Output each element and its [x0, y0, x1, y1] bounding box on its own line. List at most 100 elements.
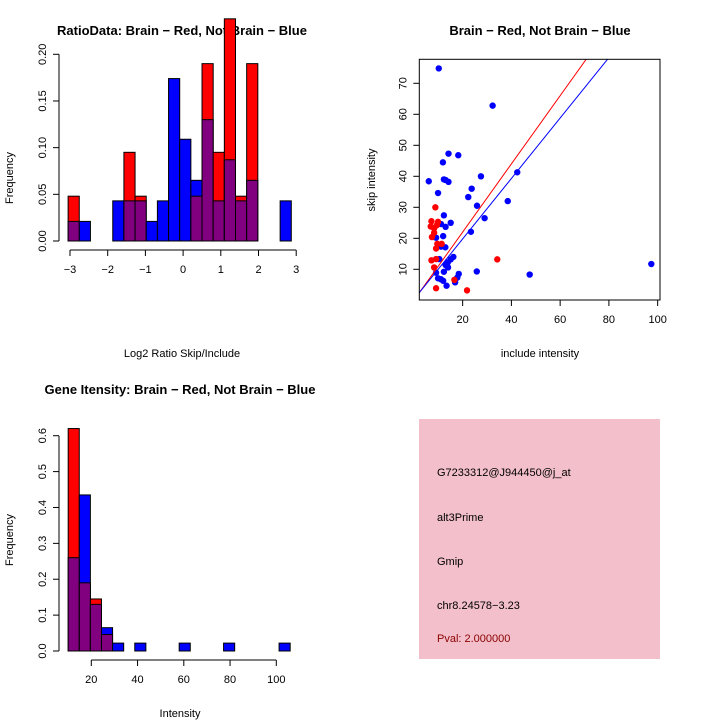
point-not-brain [442, 223, 449, 231]
bar-overlap [134, 200, 147, 242]
bar-overlap [100, 633, 114, 652]
x-tick-label: 60 [178, 674, 190, 686]
bar-overlap [89, 603, 102, 652]
y-tick-label: 0.2 [37, 572, 49, 587]
y-tick-label: 0.3 [37, 536, 49, 551]
bar-not-brain [178, 642, 191, 652]
bar-overlap [223, 159, 237, 242]
x-tick-label: 20 [85, 674, 97, 686]
y-tick-label: 20 [397, 232, 409, 244]
point-not-brain [504, 197, 511, 205]
bar-not-brain [78, 220, 91, 242]
point-not-brain [445, 150, 452, 157]
plot-frame [418, 58, 661, 301]
y-tick-label: 0.0 [37, 643, 49, 658]
point-not-brain [648, 260, 655, 268]
y-tick-label: 0.00 [37, 230, 49, 251]
y-tick-label: 70 [397, 77, 409, 89]
bar-overlap [212, 200, 225, 242]
point-brain [438, 240, 445, 248]
point-not-brain [439, 232, 447, 240]
bar-not-brain [145, 220, 158, 242]
y-tick-label: 0.5 [37, 464, 49, 479]
x-tick-label: 1 [218, 264, 224, 276]
point-brain [432, 204, 439, 211]
ratio-histogram: RatioData: Brain − Red, Not Brain − Blue… [4, 18, 307, 360]
bar-not-brain [278, 642, 291, 652]
bar-not-brain [279, 200, 292, 242]
bar-overlap [67, 557, 80, 652]
point-not-brain [440, 268, 448, 275]
intensity-scatter: Brain − Red, Not Brain − Blue include in… [366, 23, 667, 360]
point-brain [432, 285, 440, 292]
y-tick-label: 30 [397, 201, 409, 213]
info-panel: G7233312@J944450@j_at alt3Prime Gmip chr… [419, 419, 660, 659]
bar-overlap [123, 200, 136, 242]
x-tick-label: 80 [224, 674, 236, 686]
gene-histogram-title: Gene Itensity: Brain − Red, Not Brain − … [45, 382, 316, 397]
point-brain [463, 287, 471, 294]
x-tick-label: 0 [180, 264, 186, 276]
scatter-ylabel: skip intensity [366, 148, 378, 211]
y-tick-label: 0.1 [37, 607, 49, 622]
point-not-brain [440, 212, 448, 219]
gene-histogram-ylabel: Frequency [4, 514, 16, 566]
bar-not-brain [112, 200, 125, 242]
point-not-brain [443, 282, 450, 289]
x-tick-label: −2 [101, 264, 114, 276]
bar-overlap [235, 200, 248, 242]
y-tick-label: 60 [397, 108, 409, 120]
scatter-xlabel: include intensity [501, 348, 580, 360]
point-brain [494, 256, 501, 263]
ratio-histogram-xlabel: Log2 Ratio Skip/Include [124, 348, 240, 360]
point-not-brain [435, 65, 442, 72]
y-tick-label: 40 [397, 170, 409, 182]
point-not-brain [489, 102, 496, 109]
point-not-brain [473, 202, 481, 209]
bar-not-brain [223, 642, 236, 652]
gene-histogram-xlabel: Intensity [160, 708, 201, 720]
point-brain [433, 222, 441, 229]
bar-overlap [246, 179, 259, 242]
point-not-brain [473, 268, 480, 275]
x-tick-label: 20 [457, 314, 469, 326]
bar-overlap [78, 582, 91, 652]
bar-not-brain [112, 642, 125, 652]
point-not-brain [444, 264, 452, 271]
bar-not-brain [168, 78, 181, 242]
fit-line-red [419, 59, 587, 294]
y-tick-label: 10 [397, 263, 409, 275]
scatter-title: Brain − Red, Not Brain − Blue [449, 23, 630, 38]
probe-id: G7233312@J944450@j_at [437, 467, 571, 479]
y-tick-label: 0.05 [37, 184, 49, 205]
x-tick-label: 2 [255, 264, 261, 276]
y-tick-label: 0.6 [37, 428, 49, 443]
ratio-histogram-title: RatioData: Brain − Red, Not Brain − Blue [57, 23, 307, 38]
y-tick-label: 0.20 [37, 44, 49, 65]
point-brain [432, 255, 440, 263]
point-not-brain [445, 178, 452, 186]
y-tick-label: 0.4 [37, 500, 49, 515]
x-tick-label: 100 [648, 314, 666, 326]
ratio-histogram-ylabel: Frequency [4, 152, 16, 204]
y-tick-label: 0.15 [37, 90, 49, 111]
p-value: Pval: 2.000000 [437, 633, 510, 645]
y-tick-label: 50 [397, 139, 409, 151]
fit-line-blue [419, 59, 609, 294]
x-tick-label: 3 [293, 264, 299, 276]
point-brain [432, 245, 440, 252]
point-brain [430, 229, 438, 236]
bar-overlap [67, 220, 80, 242]
gene-intensity-histogram: Gene Itensity: Brain − Red, Not Brain − … [4, 382, 315, 720]
genomic-location: chr8.24578−3.23 [437, 600, 520, 612]
x-tick-label: 40 [131, 674, 143, 686]
x-tick-label: 100 [267, 674, 285, 686]
info-panel-background [419, 419, 660, 659]
bar-overlap [190, 195, 203, 242]
x-tick-label: 60 [554, 314, 566, 326]
event-type: alt3Prime [437, 512, 483, 524]
scatter-plot-area [419, 59, 655, 294]
point-not-brain [434, 189, 442, 197]
y-tick-label: 0.10 [37, 137, 49, 158]
